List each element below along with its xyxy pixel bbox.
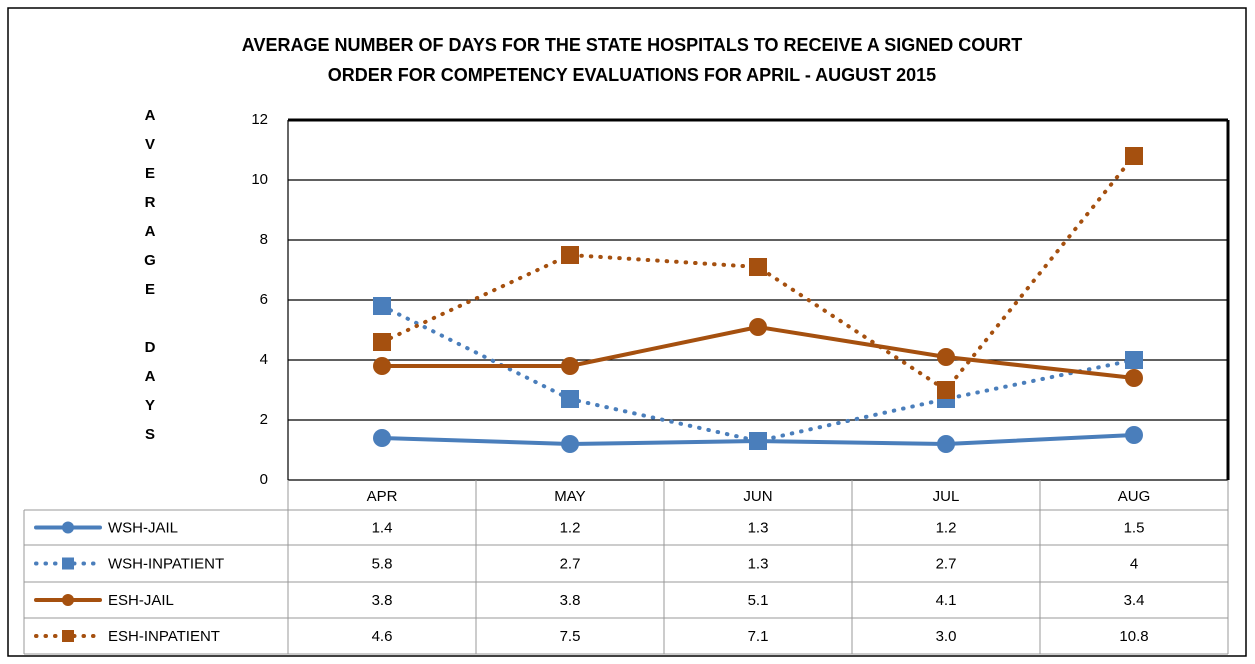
- y-tick-label: 4: [260, 351, 268, 368]
- chart-title: AVERAGE NUMBER OF DAYS FOR THE STATE HOS…: [242, 35, 1022, 55]
- data-point: [373, 297, 391, 315]
- x-tick-label: JUN: [743, 488, 772, 505]
- y-tick-label: 0: [260, 471, 268, 488]
- table-cell: 2.7: [936, 555, 957, 572]
- y-label-letter: D: [145, 339, 156, 356]
- legend-label: WSH-INPATIENT: [108, 555, 224, 572]
- y-tick-label: 10: [251, 171, 268, 188]
- table-cell: 3.0: [936, 628, 957, 645]
- table-cell: 5.8: [372, 555, 393, 572]
- legend-marker: [62, 630, 74, 642]
- table-cell: 5.1: [748, 592, 769, 609]
- legend-label: ESH-JAIL: [108, 592, 174, 609]
- y-label-letter: [148, 310, 152, 327]
- table-cell: 1.3: [748, 519, 769, 536]
- y-label-letter: E: [145, 165, 155, 182]
- table-cell: 4.1: [936, 592, 957, 609]
- table-cell: 1.2: [560, 519, 581, 536]
- data-point: [937, 435, 955, 453]
- table-cell: 1.4: [372, 519, 393, 536]
- y-tick-label: 12: [251, 111, 268, 128]
- table-cell: 2.7: [560, 555, 581, 572]
- y-label-letter: E: [145, 281, 155, 298]
- y-label-letter: A: [145, 223, 156, 240]
- legend-label: WSH-JAIL: [108, 519, 178, 536]
- y-label-letter: A: [145, 107, 156, 124]
- table-cell: 1.2: [936, 519, 957, 536]
- data-point: [1125, 351, 1143, 369]
- x-tick-label: MAY: [554, 488, 585, 505]
- chart-title: ORDER FOR COMPETENCY EVALUATIONS FOR APR…: [328, 65, 936, 85]
- series-line: [380, 154, 1136, 392]
- legend-marker: [62, 594, 74, 606]
- data-point: [373, 357, 391, 375]
- y-label-letter: S: [145, 426, 155, 443]
- data-point: [937, 381, 955, 399]
- table-cell: 7.1: [748, 628, 769, 645]
- table-cell: 4: [1130, 555, 1138, 572]
- table-cell: 7.5: [560, 628, 581, 645]
- y-label-letter: V: [145, 136, 155, 153]
- legend-marker: [62, 521, 74, 534]
- data-point: [1125, 426, 1143, 444]
- table-cell: 4.6: [372, 628, 393, 645]
- y-label-letter: R: [145, 194, 156, 211]
- data-point: [373, 429, 391, 447]
- table-cell: 1.3: [748, 555, 769, 572]
- y-label-letter: A: [145, 368, 156, 385]
- table-cell: 1.5: [1124, 519, 1145, 536]
- y-tick-label: 2: [260, 411, 268, 428]
- data-point: [1125, 369, 1143, 387]
- x-tick-label: AUG: [1118, 488, 1151, 505]
- y-label-letter: Y: [145, 397, 155, 414]
- data-point: [937, 348, 955, 366]
- data-point: [749, 258, 767, 276]
- y-tick-label: 8: [260, 231, 268, 248]
- legend-marker: [62, 557, 74, 570]
- data-point: [749, 318, 767, 336]
- data-point: [561, 357, 579, 375]
- data-point: [749, 432, 767, 450]
- data-point: [561, 435, 579, 453]
- x-tick-label: APR: [367, 488, 398, 505]
- data-point: [1125, 147, 1143, 165]
- y-label-letter: G: [144, 252, 156, 269]
- table-cell: 3.4: [1124, 592, 1145, 609]
- table-cell: 3.8: [560, 592, 581, 609]
- x-tick-label: JUL: [933, 488, 960, 505]
- table-cell: 3.8: [372, 592, 393, 609]
- data-point: [561, 246, 579, 264]
- data-point: [373, 333, 391, 351]
- data-point: [561, 390, 579, 408]
- legend-label: ESH-INPATIENT: [108, 628, 220, 645]
- table-cell: 10.8: [1119, 628, 1148, 645]
- y-tick-label: 6: [260, 291, 268, 308]
